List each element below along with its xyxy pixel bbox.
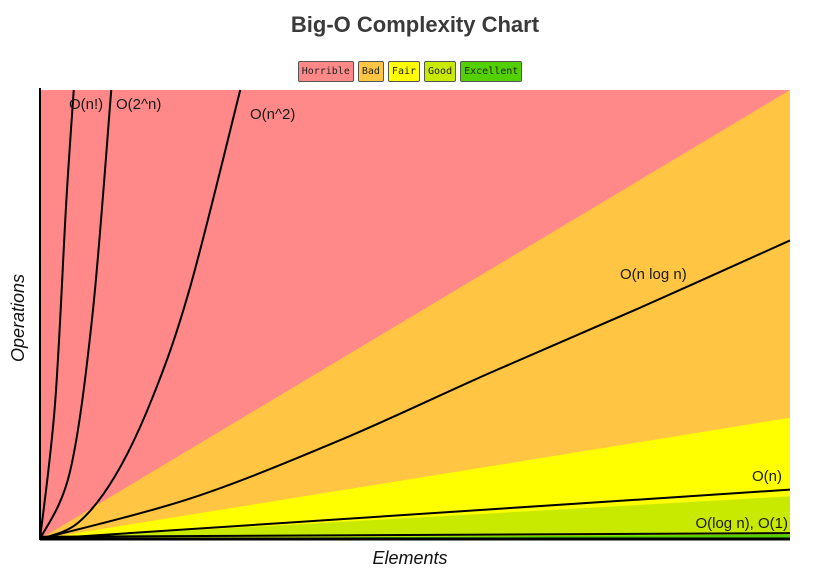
- label-o-n: O(n!): [69, 96, 103, 113]
- curve-o-2-n: [39, 89, 113, 540]
- complexity-curves: [39, 89, 791, 540]
- legend: Horrible Bad Fair Good Excellent: [0, 61, 814, 82]
- legend-item-fair: Fair: [387, 61, 421, 82]
- legend-item-good: Good: [424, 61, 457, 82]
- y-axis-title: Operations: [8, 274, 28, 362]
- label-o-n-2: O(n^2): [250, 106, 295, 123]
- chart-title: Big-O Complexity Chart: [290, 12, 540, 37]
- legend-item-bad: Bad: [357, 61, 384, 82]
- region-good: [40, 496, 790, 539]
- legend-item-horrible: Horrible: [297, 61, 354, 82]
- label-o-n-log-n: O(n log n): [620, 266, 687, 283]
- label-o-2-n: O(2^n): [116, 96, 161, 113]
- x-axis-title: Elements: [372, 548, 447, 568]
- curve-o-n-log-n: [39, 239, 791, 540]
- curve-labels: O(n!) O(2^n) O(n^2) O(n log n) O(n) O(log n),…: [69, 96, 788, 532]
- curve-o-n-2: [39, 89, 242, 540]
- curve-o-n: [39, 488, 791, 540]
- legend-item-excellent: Excellent: [460, 61, 523, 82]
- curve-o-log-n-o-1: [39, 532, 791, 538]
- complexity-regions: [40, 90, 790, 539]
- curve-o-n: [39, 89, 75, 540]
- region-bad: [40, 90, 790, 539]
- label-o-n: O(n): [752, 468, 782, 485]
- label-o-log-n-o-1: O(log n), O(1): [695, 515, 788, 532]
